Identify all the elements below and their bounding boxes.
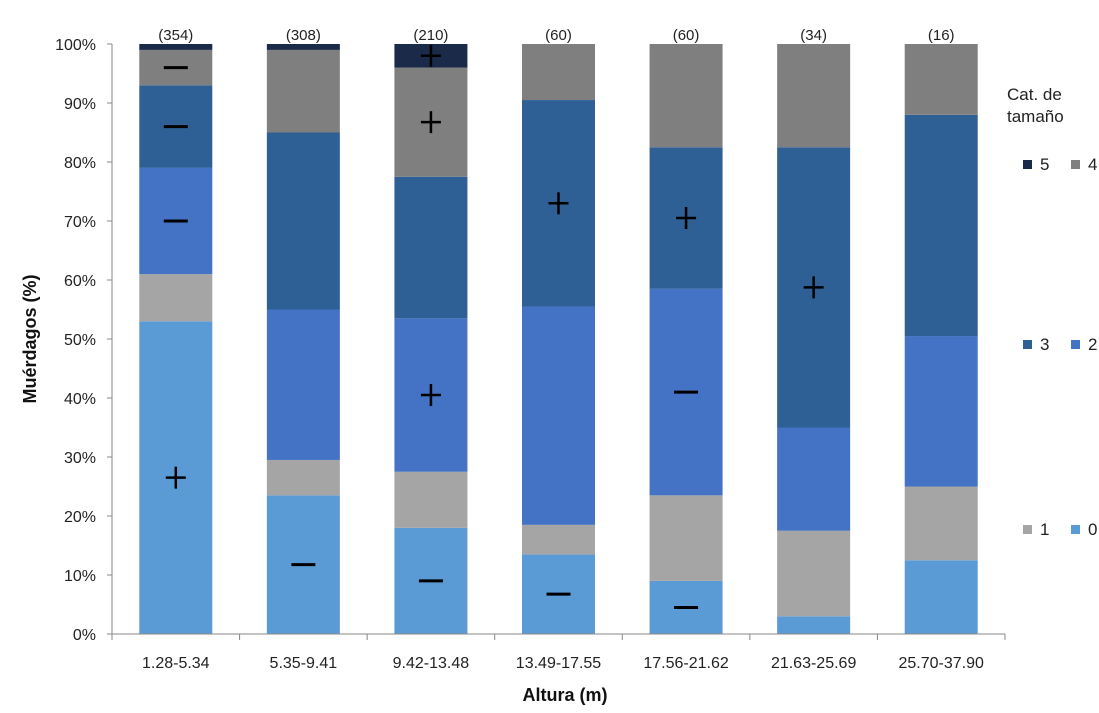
bar-segment-2 bbox=[904, 336, 978, 487]
bar-segment-4 bbox=[904, 44, 978, 115]
legend-swatch-2 bbox=[1071, 340, 1080, 349]
legend-title: Cat. de bbox=[1007, 85, 1062, 104]
legend-label-4: 4 bbox=[1088, 155, 1097, 174]
sample-size-label: (16) bbox=[928, 27, 955, 44]
y-tick-label: 0% bbox=[73, 627, 96, 644]
bar-segment-1 bbox=[394, 471, 468, 528]
legend-label-0: 0 bbox=[1088, 520, 1097, 539]
y-axis-title: Muérdagos (%) bbox=[20, 274, 40, 403]
bar-segment-4 bbox=[649, 44, 723, 148]
bar-segment-1 bbox=[522, 524, 595, 555]
stacked-bars: (354) (308) (210) (60) (60) (34) (16) bbox=[139, 27, 978, 634]
bar-segment-4 bbox=[777, 44, 851, 148]
legend-label-2: 2 bbox=[1088, 335, 1097, 354]
sample-size-label: (34) bbox=[800, 27, 827, 44]
legend-label-3: 3 bbox=[1040, 335, 1049, 354]
legend-swatch-1 bbox=[1023, 525, 1032, 534]
sample-size-label: (60) bbox=[545, 27, 572, 44]
bar-segment-1 bbox=[139, 274, 213, 322]
x-tick-label: 17.56-21.62 bbox=[643, 655, 729, 672]
x-tick-label: 13.49-17.55 bbox=[516, 655, 602, 672]
bar-segment-1 bbox=[649, 495, 723, 581]
y-tick-label: 40% bbox=[64, 391, 96, 408]
bar-segment-2 bbox=[266, 309, 340, 460]
bar-segment-3 bbox=[394, 176, 468, 319]
bar-segment-1 bbox=[266, 459, 340, 496]
legend-label-1: 1 bbox=[1040, 520, 1049, 539]
sample-size-label: (308) bbox=[286, 27, 321, 44]
y-tick-label: 90% bbox=[64, 96, 96, 113]
sample-size-label: (210) bbox=[413, 27, 448, 44]
bar-segment-3 bbox=[266, 132, 340, 310]
y-axis: 0% 10% 20% 30% 40% 50% 60% 70% 80% 90% 100% bbox=[55, 37, 113, 644]
bar-segment-3 bbox=[904, 114, 978, 337]
bar-segment-4 bbox=[522, 44, 595, 101]
bar-segment-1 bbox=[904, 486, 978, 561]
bar-segment-5 bbox=[139, 44, 213, 50]
legend-title: tamaño bbox=[1007, 107, 1064, 126]
x-tick-label: 25.70-37.90 bbox=[899, 655, 985, 672]
bar-segment-0 bbox=[777, 616, 851, 634]
y-tick-label: 100% bbox=[55, 37, 96, 54]
sample-size-label: (60) bbox=[673, 27, 700, 44]
x-tick-label: 1.28-5.34 bbox=[142, 655, 210, 672]
y-tick-label: 30% bbox=[64, 450, 96, 467]
sample-size-label: (354) bbox=[158, 27, 193, 44]
legend-swatch-0 bbox=[1071, 525, 1080, 534]
legend-swatch-5 bbox=[1023, 160, 1032, 169]
y-tick-label: 80% bbox=[64, 155, 96, 172]
y-tick-label: 20% bbox=[64, 509, 96, 526]
bar-segment-4 bbox=[266, 49, 340, 133]
x-tick-label: 9.42-13.48 bbox=[393, 655, 470, 672]
y-tick-label: 10% bbox=[64, 568, 96, 585]
bar-segment-0 bbox=[904, 560, 978, 634]
x-axis-title: Altura (m) bbox=[523, 685, 608, 705]
x-tick-label: 21.63-25.69 bbox=[771, 655, 857, 672]
bar-segment-5 bbox=[266, 44, 340, 50]
legend-label-5: 5 bbox=[1040, 155, 1049, 174]
legend-swatch-3 bbox=[1023, 340, 1032, 349]
x-axis: 1.28-5.34 5.35-9.41 9.42-13.48 13.49-17.55 1… bbox=[111, 633, 1006, 672]
y-tick-label: 60% bbox=[64, 273, 96, 290]
bar-segment-2 bbox=[522, 306, 595, 525]
bar-segment-1 bbox=[777, 530, 851, 617]
x-tick-label: 5.35-9.41 bbox=[270, 655, 338, 672]
legend-swatch-4 bbox=[1071, 160, 1080, 169]
y-tick-label: 50% bbox=[64, 332, 96, 349]
y-tick-label: 70% bbox=[64, 214, 96, 231]
bar-segment-2 bbox=[777, 427, 851, 531]
legend: Cat. de tamaño 5 4 3 2 1 0 bbox=[1007, 85, 1097, 539]
